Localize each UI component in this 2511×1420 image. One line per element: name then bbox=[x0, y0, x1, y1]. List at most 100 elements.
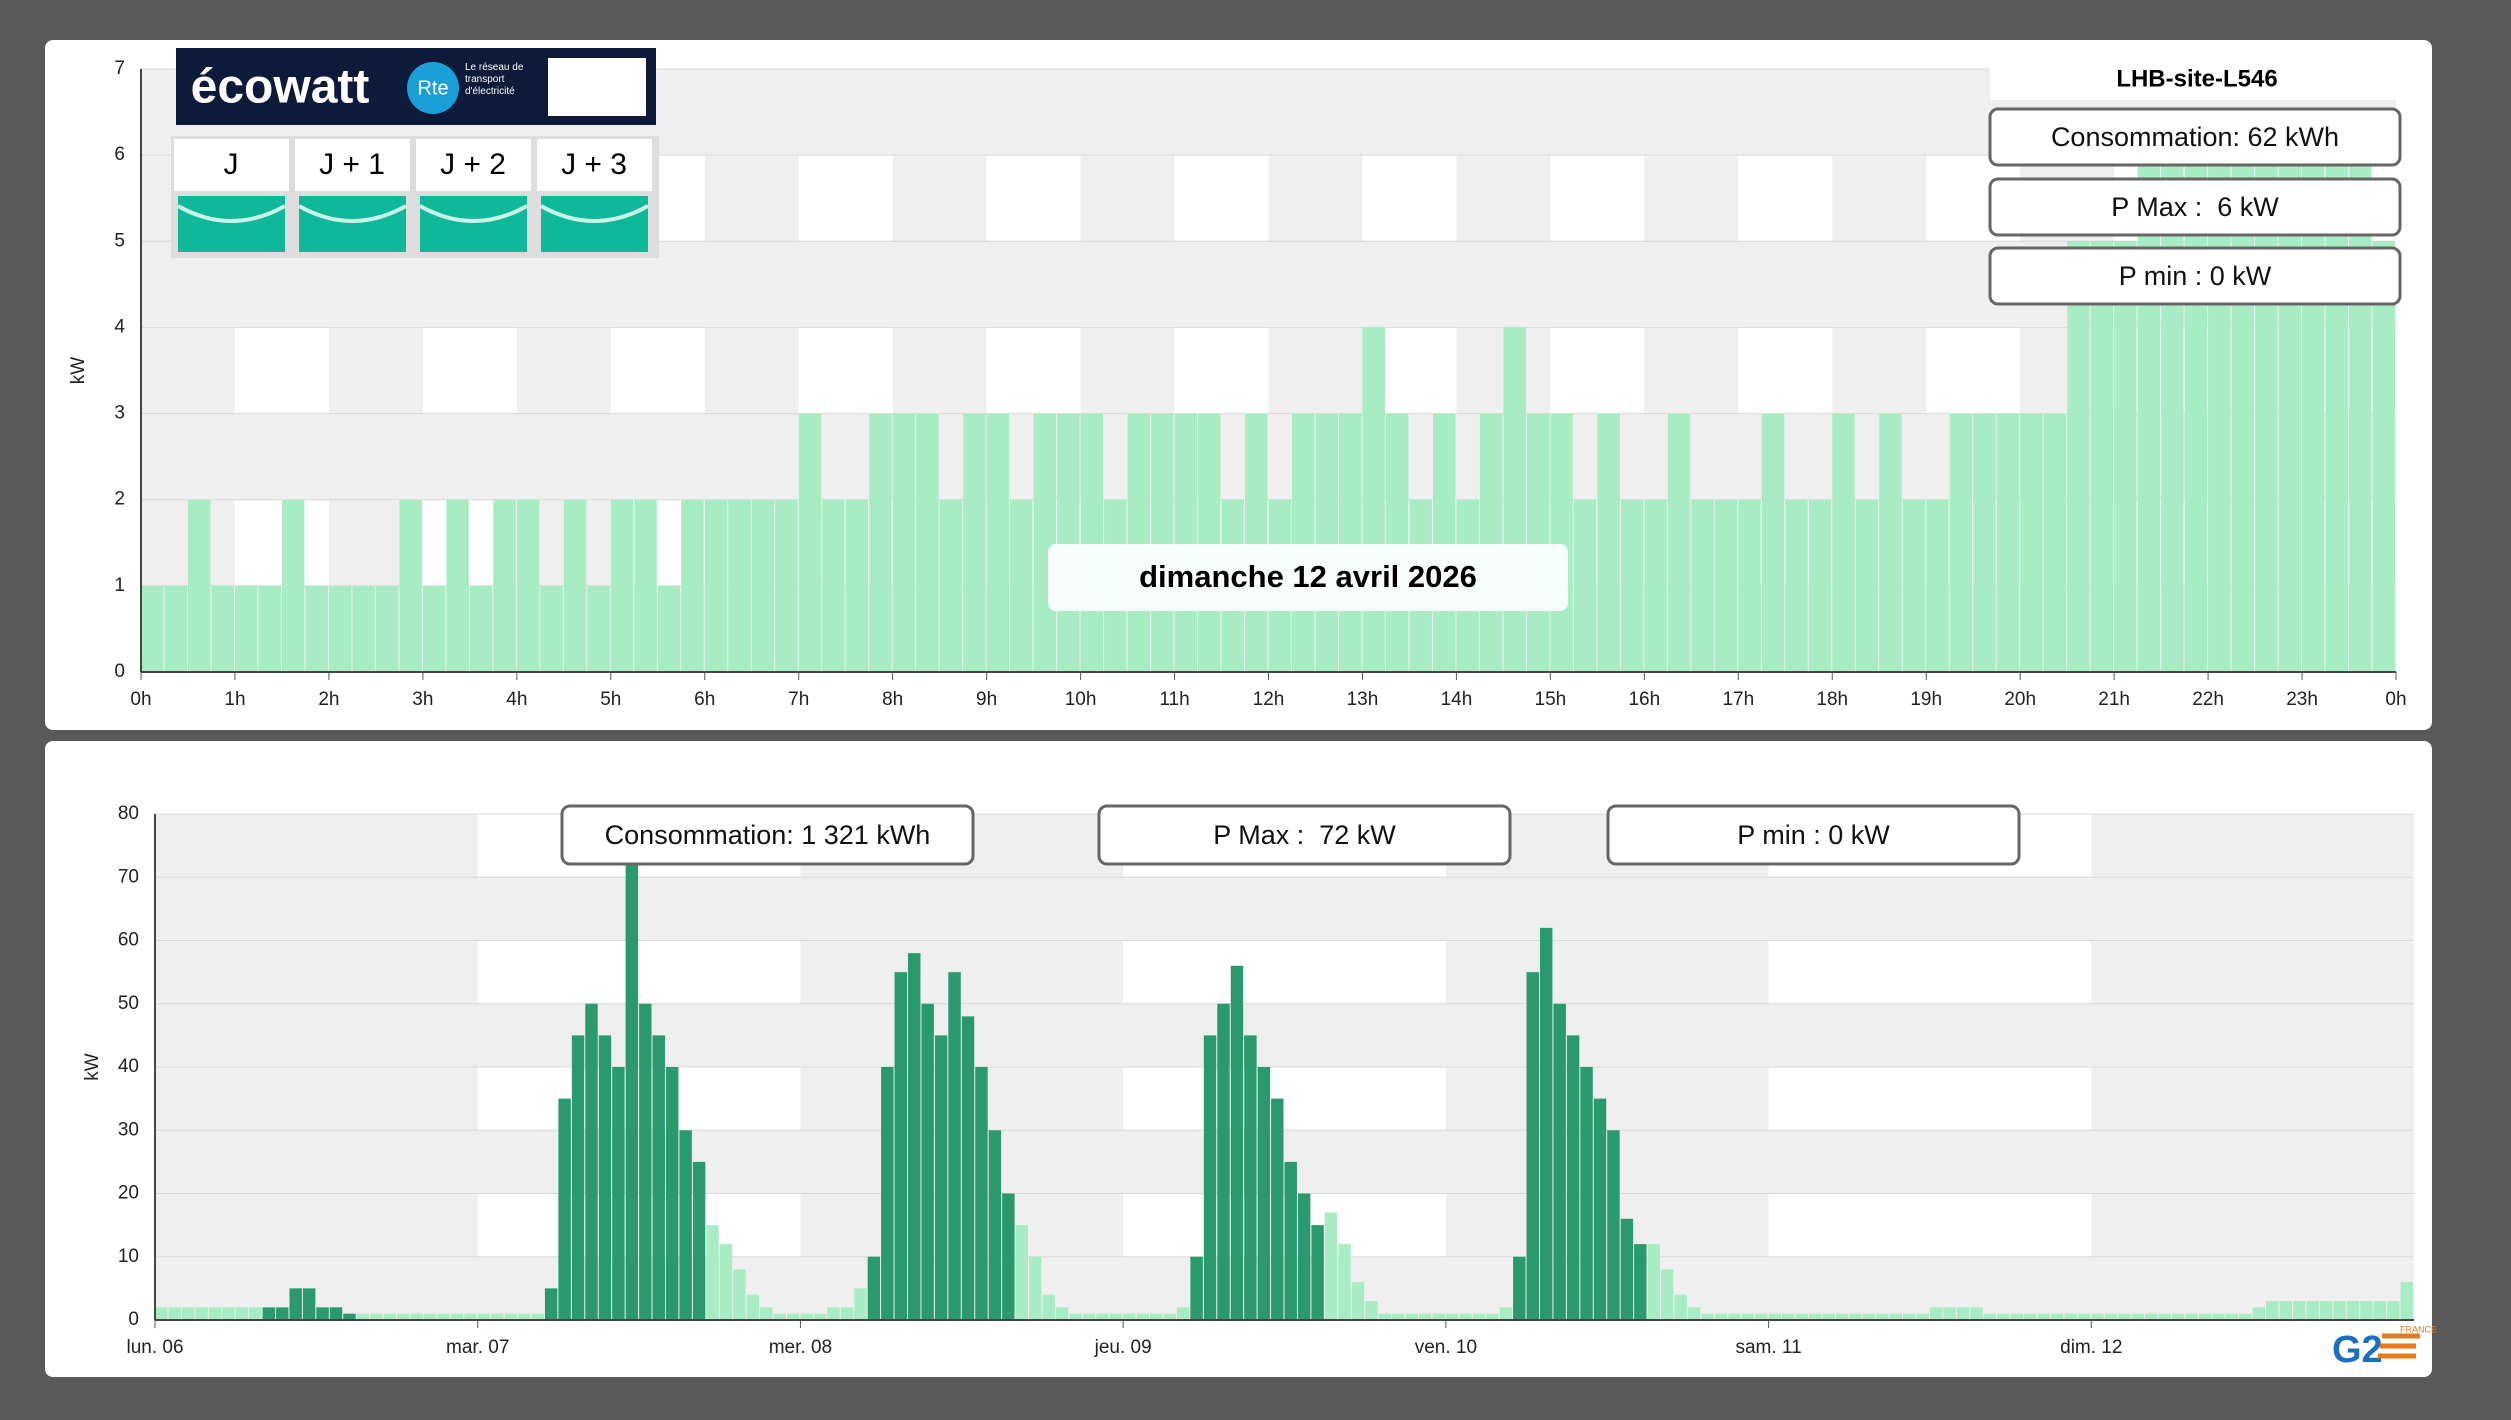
bar bbox=[1128, 414, 1150, 672]
x-tick-label: 20h bbox=[2004, 689, 2036, 710]
bar bbox=[1352, 1282, 1364, 1320]
bar bbox=[1950, 414, 1972, 672]
bar bbox=[634, 500, 656, 672]
stat-text: P min : 0 kW bbox=[1737, 820, 1890, 850]
y-tick-label: 6 bbox=[114, 144, 125, 165]
y-tick-label: 60 bbox=[118, 930, 139, 951]
bar bbox=[572, 1035, 584, 1320]
bar bbox=[2374, 1301, 2386, 1320]
x-tick-label: 11h bbox=[1159, 689, 1189, 710]
grid-cell bbox=[1769, 1067, 2092, 1130]
bar bbox=[1480, 414, 1502, 672]
site-name: LHB-site-L546 bbox=[2116, 65, 2277, 92]
bar bbox=[1151, 414, 1173, 672]
ecowatt-logo: écowatt bbox=[191, 61, 370, 114]
bar bbox=[1567, 1035, 1579, 1320]
grid-cell bbox=[478, 941, 801, 1004]
bar bbox=[612, 1067, 624, 1320]
bar bbox=[1198, 414, 1220, 672]
x-tick-label: 2h bbox=[318, 689, 339, 710]
bar bbox=[303, 1288, 315, 1320]
bar bbox=[1607, 1130, 1619, 1320]
day-signal bbox=[420, 196, 527, 252]
bar bbox=[1298, 1194, 1310, 1321]
x-tick-label: 9h bbox=[976, 689, 997, 710]
bar bbox=[585, 1004, 597, 1320]
bar bbox=[564, 500, 586, 672]
bar bbox=[2114, 241, 2136, 672]
bar bbox=[706, 1225, 718, 1320]
bar bbox=[908, 953, 920, 1320]
grid-cell bbox=[1362, 155, 1456, 241]
y-tick-label: 20 bbox=[118, 1183, 139, 1204]
bar bbox=[1943, 1307, 1955, 1320]
bar bbox=[155, 1307, 167, 1320]
grid-cell bbox=[799, 327, 893, 413]
bar bbox=[263, 1307, 275, 1320]
bar bbox=[1527, 972, 1539, 1320]
bar bbox=[399, 500, 421, 672]
bar bbox=[164, 586, 186, 672]
bar bbox=[2320, 1301, 2332, 1320]
x-tick-label: mar. 07 bbox=[446, 1337, 509, 1358]
x-tick-label: 0h bbox=[130, 689, 151, 710]
y-tick-label: 10 bbox=[118, 1246, 139, 1267]
x-tick-label: 4h bbox=[506, 689, 527, 710]
bar bbox=[1597, 414, 1619, 672]
bar bbox=[1311, 1225, 1323, 1320]
bar bbox=[693, 1162, 705, 1320]
x-tick-label: jeu. 09 bbox=[1094, 1337, 1152, 1358]
bar bbox=[626, 865, 638, 1320]
bar bbox=[1231, 966, 1243, 1320]
bar bbox=[1930, 1307, 1942, 1320]
y-tick-label: 3 bbox=[114, 403, 125, 424]
x-tick-label: 21h bbox=[2098, 689, 2130, 710]
bar bbox=[376, 586, 398, 672]
bar bbox=[1832, 414, 1854, 672]
x-tick-label: 16h bbox=[1628, 689, 1660, 710]
grid-cell bbox=[799, 155, 893, 241]
bar bbox=[470, 586, 492, 672]
x-tick-label: dim. 12 bbox=[2060, 1337, 2122, 1358]
x-tick-label: 17h bbox=[1722, 689, 1754, 710]
bar bbox=[1338, 1244, 1350, 1320]
bar bbox=[760, 1307, 772, 1320]
grid-cell bbox=[1550, 327, 1644, 413]
bar bbox=[2360, 1301, 2372, 1320]
y-tick-label: 1 bbox=[114, 575, 125, 596]
x-tick-label: mer. 08 bbox=[769, 1337, 832, 1358]
bar bbox=[2091, 241, 2113, 672]
bar bbox=[2401, 1282, 2413, 1320]
x-tick-label: sam. 11 bbox=[1735, 1337, 1801, 1358]
bar bbox=[352, 586, 374, 672]
bar bbox=[1527, 414, 1549, 672]
bar bbox=[921, 1004, 933, 1320]
bar bbox=[1688, 1307, 1700, 1320]
bar bbox=[1634, 1244, 1646, 1320]
y-tick-label: 7 bbox=[114, 58, 125, 79]
day-label: J + 3 bbox=[561, 148, 627, 181]
bar bbox=[1433, 414, 1455, 672]
bar bbox=[1244, 1035, 1256, 1320]
bar bbox=[679, 1130, 691, 1320]
grid-cell bbox=[1738, 155, 1832, 241]
ecowatt-widget: écowatt Rte Le réseau de transport d'éle… bbox=[171, 48, 659, 258]
x-tick-label: ven. 10 bbox=[1415, 1337, 1477, 1358]
x-tick-label: 15h bbox=[1535, 689, 1567, 710]
y-tick-label: 4 bbox=[114, 316, 125, 337]
day-label: J bbox=[224, 148, 239, 181]
bar bbox=[895, 972, 907, 1320]
bar bbox=[775, 500, 797, 672]
rte-tagline: Le réseau de transport d'électricité bbox=[465, 62, 545, 98]
stat-text: P min : 0 kW bbox=[2119, 261, 2272, 291]
bar bbox=[446, 500, 468, 672]
bar bbox=[1029, 1257, 1041, 1320]
bar bbox=[1175, 414, 1197, 672]
bar bbox=[1056, 1307, 1068, 1320]
bar bbox=[1365, 1301, 1377, 1320]
bar bbox=[329, 586, 351, 672]
bar bbox=[827, 1307, 839, 1320]
bar bbox=[2266, 1301, 2278, 1320]
bar bbox=[720, 1244, 732, 1320]
bar bbox=[305, 586, 327, 672]
